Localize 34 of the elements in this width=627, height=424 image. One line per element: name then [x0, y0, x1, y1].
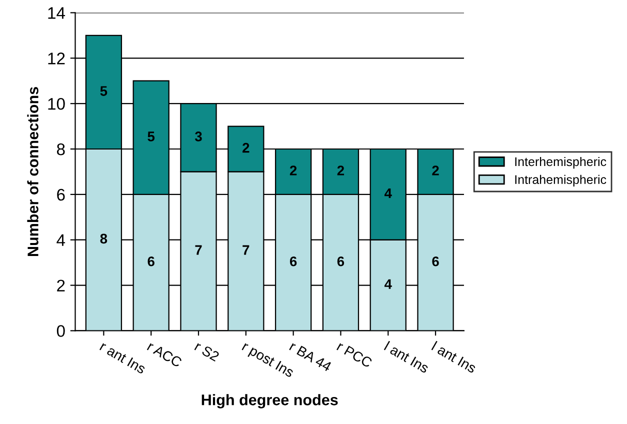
y-tick-label: 4 — [56, 234, 66, 246]
data-label: 5 — [100, 86, 108, 96]
data-label: 4 — [384, 279, 392, 289]
x-axis-title: High degree nodes — [202, 394, 338, 408]
y-tick-label: 0 — [56, 325, 65, 337]
data-label: 6 — [337, 256, 344, 266]
data-label: 6 — [432, 256, 439, 266]
data-label: 6 — [148, 256, 154, 266]
data-label: 4 — [384, 188, 392, 198]
legend-label: Interhemispheric — [515, 156, 606, 169]
data-label: 2 — [242, 142, 250, 153]
legend-label: Intrahemispheric — [515, 174, 606, 186]
data-label: 6 — [290, 256, 297, 266]
data-label: 2 — [432, 166, 439, 176]
x-tick-label: r ant Ins — [99, 341, 146, 374]
y-tick-label: 6 — [57, 188, 65, 201]
data-label: 2 — [290, 166, 297, 176]
y-tick-label: 8 — [56, 143, 65, 156]
y-tick-label: 14 — [48, 7, 66, 19]
x-tick-label: r PCC — [336, 341, 373, 368]
data-label: 2 — [337, 166, 344, 176]
x-tick-label: l ant Ins — [431, 340, 478, 374]
x-tick-label: r S2 — [194, 341, 220, 362]
data-label: 7 — [242, 245, 250, 255]
data-label: 5 — [148, 132, 155, 142]
x-tick-label: r ACC — [146, 341, 183, 368]
data-label: 3 — [194, 132, 202, 142]
y-tick-label: 2 — [57, 280, 65, 292]
y-tick-label: 12 — [48, 52, 65, 64]
y-axis-title: Number of connections — [27, 87, 38, 256]
y-tick-label: 10 — [48, 98, 65, 110]
data-label: 7 — [195, 245, 202, 255]
x-tick-label: l ant Ins — [384, 340, 430, 374]
data-label: 8 — [100, 234, 108, 244]
